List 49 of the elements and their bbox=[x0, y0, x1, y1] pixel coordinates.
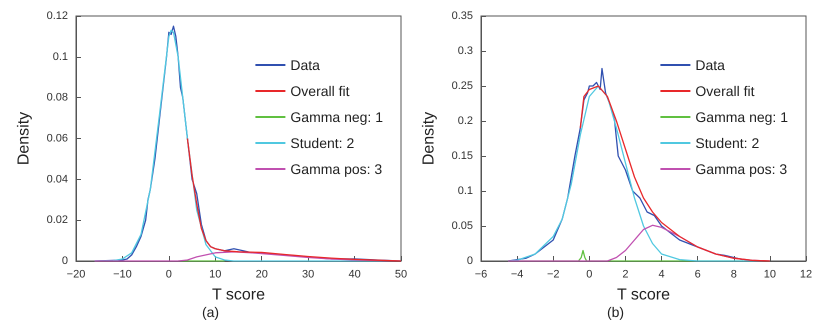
x-tick-label: −10 bbox=[113, 268, 132, 280]
legend-label: Gamma neg: 1 bbox=[695, 109, 788, 125]
x-axis-title: T score bbox=[616, 286, 670, 304]
y-tick-label: 0.2 bbox=[458, 115, 473, 127]
y-tick-label: 0.15 bbox=[452, 150, 473, 162]
y-tick-label: 0 bbox=[466, 255, 473, 267]
x-tick-label: 30 bbox=[302, 268, 314, 280]
x-tick-label: 6 bbox=[694, 268, 701, 280]
x-tick-label: 8 bbox=[730, 268, 737, 280]
x-tick-label: 2 bbox=[622, 268, 629, 280]
legend-label: Gamma neg: 1 bbox=[290, 109, 384, 125]
x-tick-label: 10 bbox=[764, 268, 776, 280]
y-tick-label: 0.04 bbox=[46, 173, 68, 186]
y-tick-label: 0.12 bbox=[46, 10, 68, 22]
x-tick-label: 4 bbox=[658, 268, 665, 280]
y-tick-label: 0.05 bbox=[452, 220, 473, 232]
x-tick-label: 12 bbox=[800, 268, 812, 280]
y-tick-label: 0.1 bbox=[52, 50, 68, 63]
legend-label: Student: 2 bbox=[290, 135, 354, 151]
x-tick-label: −20 bbox=[66, 268, 86, 280]
x-tick-label: 10 bbox=[209, 268, 222, 280]
legend-label: Student: 2 bbox=[695, 135, 760, 151]
legend-label: Overall fit bbox=[695, 83, 755, 99]
x-tick-label: −4 bbox=[510, 268, 524, 280]
text: (b) bbox=[606, 304, 624, 320]
text: (a) bbox=[202, 304, 220, 320]
x-axis-title: T score bbox=[212, 286, 266, 304]
x-tick-label: 0 bbox=[586, 268, 592, 280]
y-axis-title: Density bbox=[420, 112, 438, 166]
y-tick-label: 0.06 bbox=[46, 132, 68, 144]
x-tick-label: 50 bbox=[394, 268, 408, 280]
legend-label: Data bbox=[290, 57, 320, 73]
legend-label: Gamma pos: 3 bbox=[290, 161, 382, 177]
y-tick-label: 0.08 bbox=[46, 92, 68, 104]
y-tick-label: 0.35 bbox=[452, 10, 473, 22]
y-tick-label: 0 bbox=[62, 255, 68, 267]
x-tick-label: −2 bbox=[546, 268, 560, 280]
y-tick-label: 0.25 bbox=[452, 80, 473, 92]
legend-label: Gamma pos: 3 bbox=[695, 161, 788, 177]
legend-label: Overall fit bbox=[290, 83, 350, 99]
x-tick-label: −6 bbox=[474, 268, 488, 280]
x-tick-label: 0 bbox=[166, 268, 172, 280]
y-tick-label: 0.1 bbox=[458, 185, 473, 197]
x-tick-label: 40 bbox=[348, 268, 361, 280]
y-tick-label: 0.3 bbox=[458, 45, 473, 57]
legend-label: Data bbox=[695, 57, 726, 73]
y-tick-label: 0.02 bbox=[46, 214, 68, 226]
y-axis-title: Density bbox=[16, 112, 32, 166]
x-tick-label: 20 bbox=[256, 268, 268, 280]
